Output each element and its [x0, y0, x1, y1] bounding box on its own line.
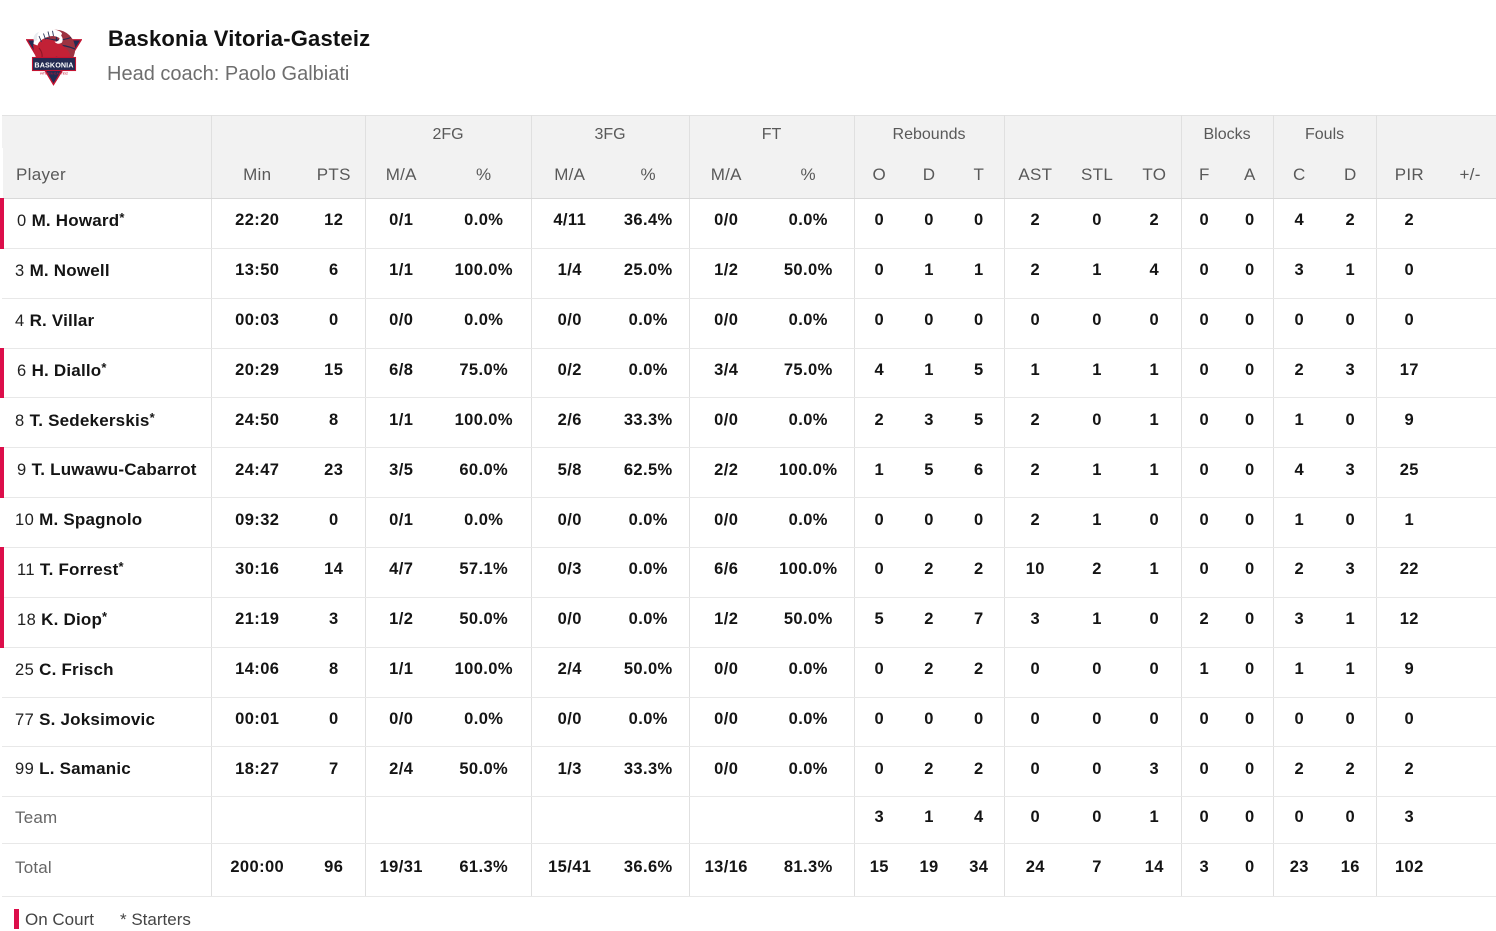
svg-text:VITORIA-GASTEIZ: VITORIA-GASTEIZ: [40, 71, 68, 75]
svg-text:BASKONIA: BASKONIA: [34, 61, 73, 70]
